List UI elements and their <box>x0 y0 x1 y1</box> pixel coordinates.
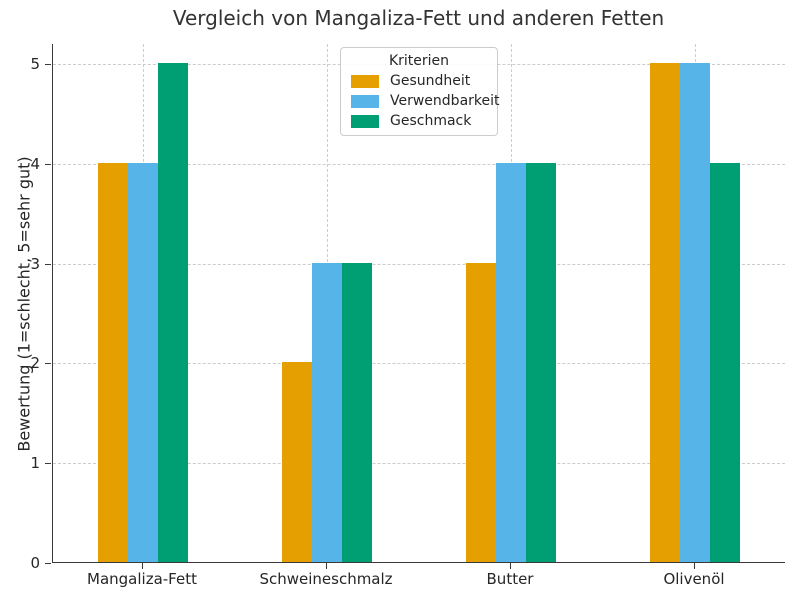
legend-swatch-Gesundheit <box>351 74 379 88</box>
h-gridline <box>53 263 785 265</box>
legend-items: Gesundheit Verwendbarkeit Geschmack <box>351 73 500 129</box>
bar-Butter-Verwendbarkeit <box>496 162 526 562</box>
y-tick-label: 3 <box>30 254 40 273</box>
bar-Olivenöl-Gesundheit <box>650 63 680 562</box>
legend-item: Geschmack <box>351 113 487 129</box>
bar-Mangaliza-Fett-Gesundheit <box>98 162 128 562</box>
legend-item: Verwendbarkeit <box>351 93 500 109</box>
x-tick-mark <box>142 563 143 569</box>
bar-Mangaliza-Fett-Verwendbarkeit <box>128 162 158 562</box>
bar-Schweineschmalz-Verwendbarkeit <box>312 262 342 562</box>
h-gridline <box>53 363 785 365</box>
y-tick-label: 5 <box>30 55 40 73</box>
y-tick-label: 1 <box>30 454 40 473</box>
y-tick-mark <box>45 363 51 365</box>
y-tick-label: 2 <box>30 354 40 373</box>
bar-Olivenöl-Verwendbarkeit <box>680 63 710 562</box>
legend-swatch-Geschmack <box>351 114 379 128</box>
y-tick-mark <box>45 563 51 564</box>
legend-item-label: Geschmack <box>390 113 472 129</box>
y-axis-label: Bewertung (1=schlecht, 5=sehr gut) <box>14 156 34 452</box>
chart-title: Vergleich von Mangaliza-Fett und anderen… <box>172 6 665 30</box>
legend-item: Gesundheit <box>351 73 487 89</box>
x-tick-label: Schweineschmalz <box>259 570 393 588</box>
y-tick-mark <box>45 463 51 465</box>
x-tick-label: Olivenöl <box>663 570 725 588</box>
y-tick-mark <box>45 163 51 165</box>
bar-Schweineschmalz-Geschmack <box>342 262 372 562</box>
legend-swatch-Verwendbarkeit <box>351 94 379 108</box>
y-tick-mark <box>45 64 51 65</box>
y-tick-label: 4 <box>30 154 40 173</box>
bar-Schweineschmalz-Gesundheit <box>282 362 312 562</box>
bar-Butter-Gesundheit <box>466 262 496 562</box>
h-gridline <box>53 463 785 465</box>
x-tick-label: Mangaliza-Fett <box>87 570 197 588</box>
h-gridline <box>53 163 785 165</box>
legend-item-label: Gesundheit <box>390 73 471 89</box>
bar-Olivenöl-Geschmack <box>710 162 740 562</box>
x-tick-mark <box>326 563 327 569</box>
x-tick-mark <box>694 563 695 569</box>
bar-Mangaliza-Fett-Geschmack <box>158 63 188 562</box>
legend-title: Kriterien <box>388 53 450 69</box>
legend-item-label: Verwendbarkeit <box>390 93 500 109</box>
y-tick-label: 0 <box>30 554 40 572</box>
legend: Kriterien Gesundheit Verwendbarkeit Geschm… <box>340 47 500 136</box>
x-tick-mark <box>510 563 511 569</box>
bar-Butter-Geschmack <box>526 162 556 562</box>
y-tick-mark <box>45 263 51 265</box>
x-tick-label: Butter <box>486 570 534 588</box>
